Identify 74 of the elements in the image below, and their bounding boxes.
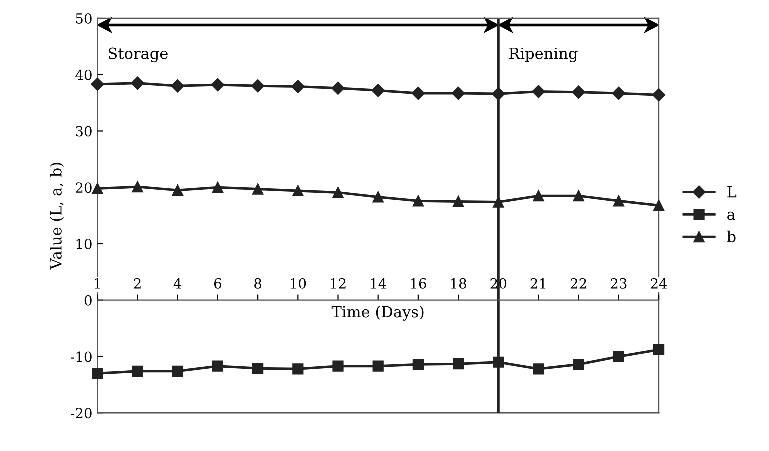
x-axis-title: Time (Days) xyxy=(332,306,424,321)
x-tick-label: 22 xyxy=(570,278,586,289)
point xyxy=(492,87,506,101)
point xyxy=(452,358,464,370)
point xyxy=(533,364,544,375)
point xyxy=(493,196,504,208)
point xyxy=(252,184,264,195)
point xyxy=(653,344,665,356)
y-tick-label: 50 xyxy=(76,13,92,24)
point xyxy=(171,80,184,93)
x-tick-label: 2 xyxy=(134,278,141,289)
point xyxy=(292,364,304,375)
y-tick-label: 30 xyxy=(76,126,92,137)
x-tick-label: 18 xyxy=(451,278,466,289)
point xyxy=(92,368,104,380)
point xyxy=(292,80,305,94)
point xyxy=(412,359,424,370)
point xyxy=(573,190,584,202)
point xyxy=(132,181,144,193)
point xyxy=(533,190,544,202)
point xyxy=(372,84,385,98)
x-tick-label: 14 xyxy=(371,278,386,289)
x-tick-label: 16 xyxy=(411,278,426,289)
point xyxy=(131,76,144,90)
annotation: Storage xyxy=(108,48,168,63)
point xyxy=(332,187,344,198)
point xyxy=(493,356,504,368)
point xyxy=(613,196,624,207)
point xyxy=(452,86,466,100)
point xyxy=(252,363,264,374)
legend-label: L xyxy=(728,186,737,198)
point xyxy=(532,85,546,98)
y-tick-label: -10 xyxy=(71,352,92,362)
point xyxy=(412,86,426,100)
point xyxy=(653,200,665,212)
point xyxy=(412,196,424,207)
x-tick-label: 12 xyxy=(331,278,346,289)
point xyxy=(92,183,104,194)
point xyxy=(573,359,584,370)
point xyxy=(172,184,184,196)
point xyxy=(572,86,586,99)
x-tick-label: 24 xyxy=(651,278,668,289)
point xyxy=(372,360,384,372)
y-tick-label: 10 xyxy=(76,238,92,250)
x-tick-label: 21 xyxy=(530,278,546,289)
y-tick-label: -20 xyxy=(71,408,92,419)
point xyxy=(212,182,224,194)
point xyxy=(452,196,464,208)
point xyxy=(172,366,184,377)
point xyxy=(612,86,626,100)
x-tick-label: 1 xyxy=(94,278,100,289)
point xyxy=(132,366,144,377)
point xyxy=(652,88,666,102)
point xyxy=(211,78,225,92)
point xyxy=(613,351,624,362)
y-tick-label: 0 xyxy=(84,295,92,306)
legend-label: a xyxy=(728,212,736,220)
legend-label: b xyxy=(727,230,736,243)
x-tick-label: 8 xyxy=(254,278,262,289)
x-tick-label: 6 xyxy=(214,278,222,289)
x-tick-label: 4 xyxy=(174,278,182,289)
point xyxy=(251,80,265,93)
y-axis-title: Value (L, a, b) xyxy=(50,163,64,270)
point xyxy=(332,360,344,372)
annotation: Ripening xyxy=(510,48,578,63)
y-tick-label: 20 xyxy=(76,182,92,194)
point xyxy=(372,192,384,203)
y-tick-label: 40 xyxy=(76,70,92,80)
x-tick-label: 23 xyxy=(611,278,627,289)
point xyxy=(332,82,345,95)
point xyxy=(292,185,304,197)
point xyxy=(91,78,104,92)
point xyxy=(212,360,224,372)
x-tick-label: 10 xyxy=(291,278,306,289)
